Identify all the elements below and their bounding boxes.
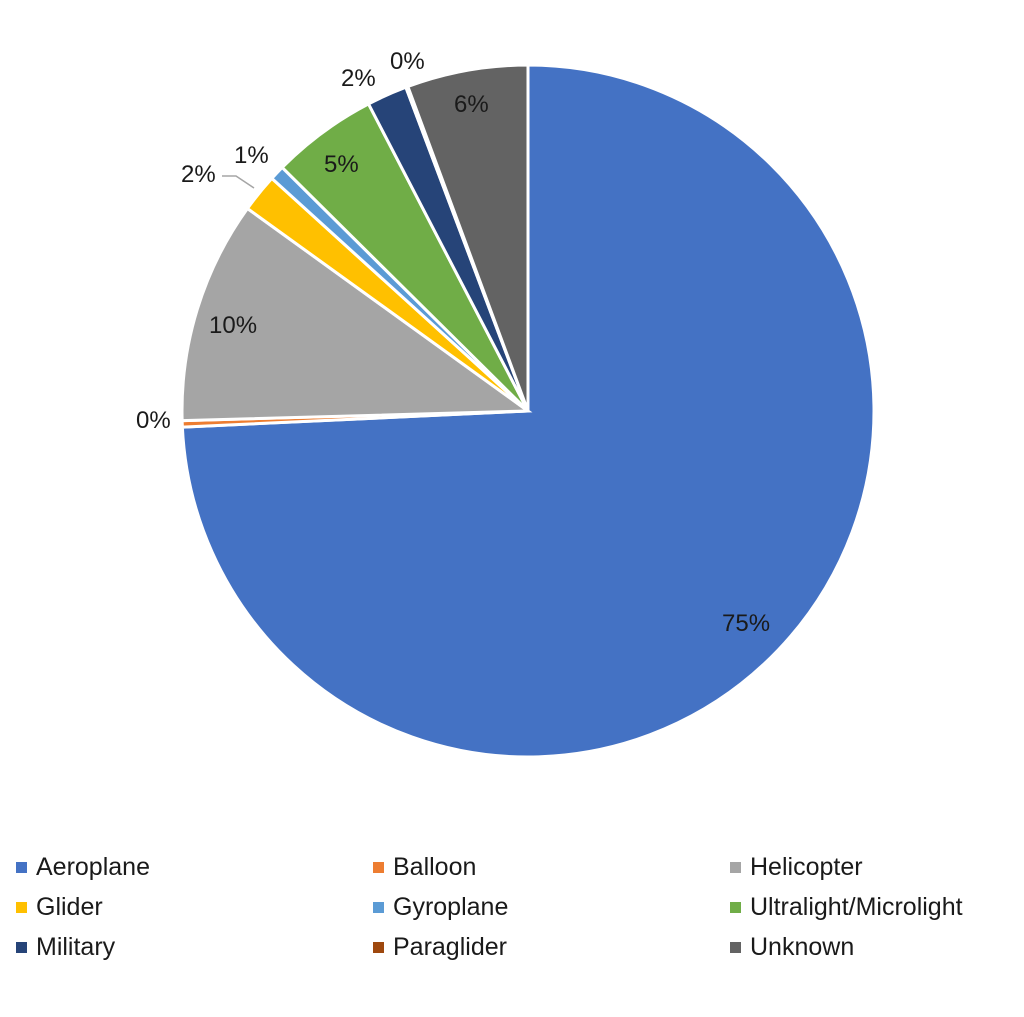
swatch-icon: [730, 902, 741, 913]
label-paraglider: 0%: [390, 48, 425, 75]
label-ultralight: 5%: [324, 151, 359, 178]
legend-item-gyroplane: Gyroplane: [373, 893, 508, 922]
legend-item-helicopter: Helicopter: [730, 853, 863, 882]
slice-unknown: [405, 63, 530, 412]
swatch-icon: [16, 942, 27, 953]
swatch-icon: [16, 902, 27, 913]
label-helicopter: 10%: [209, 312, 257, 339]
label-gyroplane: 1%: [234, 142, 269, 169]
swatch-icon: [730, 942, 741, 953]
slice-helicopter: [180, 206, 533, 423]
data-labels: 75% 0% 10% 2% 1% 5% 2% 0% 6%: [136, 48, 770, 637]
label-balloon: 0%: [136, 407, 171, 434]
swatch-icon: [373, 862, 384, 873]
legend: Aeroplane Balloon Helicopter Glider Gyro…: [0, 850, 1024, 980]
swatch-icon: [373, 942, 384, 953]
pie-chart: 75% 0% 10% 2% 1% 5% 2% 0% 6%: [136, 48, 876, 759]
label-aeroplane: 75%: [722, 610, 770, 637]
leader-line-glider: [222, 175, 255, 189]
label-glider: 2%: [181, 161, 216, 188]
label-unknown: 6%: [454, 91, 489, 118]
swatch-icon: [373, 902, 384, 913]
legend-item-aeroplane: Aeroplane: [16, 853, 150, 882]
pie-slices: [180, 63, 876, 759]
label-military: 2%: [341, 65, 376, 92]
legend-item-unknown: Unknown: [730, 933, 854, 962]
swatch-icon: [16, 862, 27, 873]
legend-item-balloon: Balloon: [373, 853, 476, 882]
legend-item-glider: Glider: [16, 893, 103, 922]
legend-item-paraglider: Paraglider: [373, 933, 507, 962]
legend-item-ultralight: Ultralight/Microlight: [730, 893, 963, 922]
swatch-icon: [730, 862, 741, 873]
legend-item-military: Military: [16, 933, 115, 962]
